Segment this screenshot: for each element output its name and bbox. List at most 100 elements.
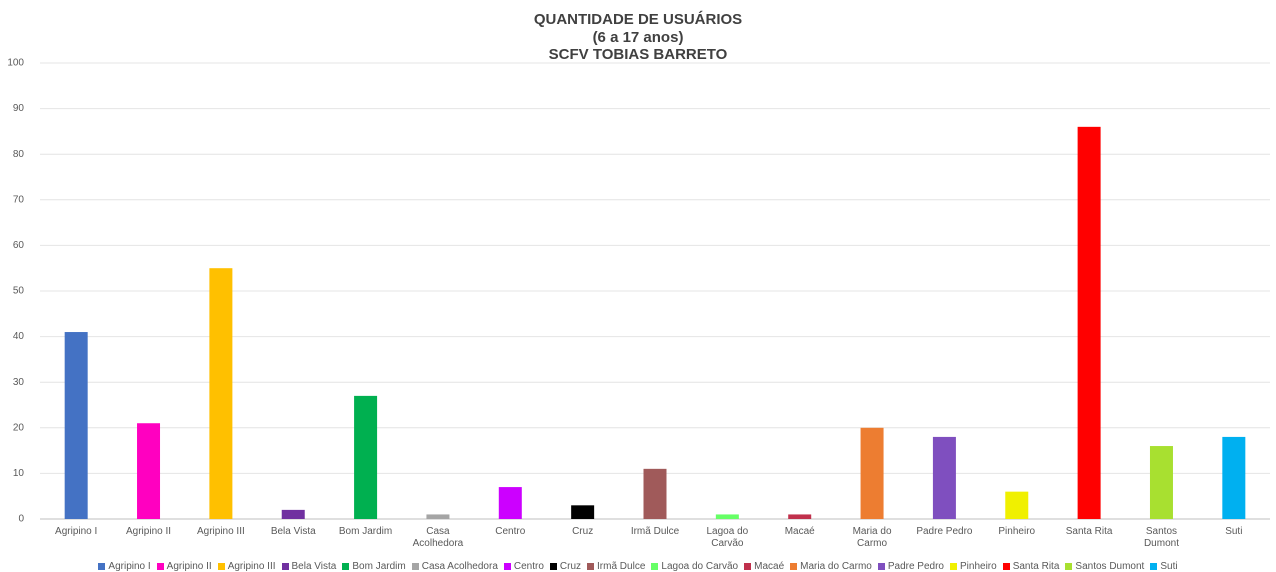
legend-item: Agripino III: [217, 561, 276, 572]
legend-swatch: [503, 563, 511, 570]
legend-label: Pinheiro: [960, 561, 997, 572]
bar: [932, 436, 956, 519]
legend-swatch: [877, 563, 885, 570]
legend-item: Lagoa do Carvão: [651, 561, 738, 572]
chart-title: SCFV TOBIAS BARRETO: [549, 46, 728, 63]
y-tick-label: 80: [13, 149, 25, 160]
legend-item: Santa Rita: [1002, 561, 1060, 572]
legend-swatch: [651, 563, 659, 570]
legend-label: Padre Pedro: [887, 561, 944, 572]
bar: [860, 427, 884, 519]
bar: [715, 514, 739, 519]
chart-title: QUANTIDADE DE USUÁRIOS: [534, 11, 742, 28]
bar: [643, 468, 667, 519]
x-tick-label: Bom Jardim: [338, 526, 393, 537]
legend-swatch: [587, 563, 595, 570]
legend-label: Maria do Carmo: [800, 561, 872, 572]
x-tick-label: Agripino II: [126, 526, 172, 537]
bar: [788, 514, 812, 519]
x-tick-label: Irmã Dulce: [630, 526, 680, 537]
legend-label: Santa Rita: [1012, 561, 1060, 572]
legend-label: Santos Dumont: [1075, 561, 1145, 572]
y-tick-label: 90: [13, 103, 25, 114]
legend-label: Casa Acolhedora: [421, 561, 498, 572]
x-tick-label: Centro: [495, 526, 526, 537]
legend-swatch: [744, 563, 752, 570]
legend-swatch: [950, 563, 957, 570]
x-tick-label: Cruz: [572, 526, 594, 537]
bar: [281, 509, 305, 519]
y-tick-label: 100: [7, 58, 24, 69]
y-tick-label: 0: [18, 514, 24, 525]
legend-label: Cruz: [559, 561, 582, 572]
legend-item: Bela Vista: [281, 561, 337, 572]
legend-swatch: [342, 563, 350, 570]
legend-swatch: [1002, 563, 1010, 570]
legend-label: Agripino III: [227, 561, 276, 572]
legend-item: Padre Pedro: [877, 561, 944, 572]
legend-item: Centro: [503, 561, 544, 572]
legend-item: Suti: [1150, 561, 1178, 572]
bar: [571, 505, 595, 519]
legend-item: Santos Dumont: [1065, 561, 1144, 572]
legend-label: Macaé: [754, 561, 785, 572]
x-tick-label: Pinheiro: [998, 526, 1036, 537]
legend-label: Bom Jardim: [352, 561, 406, 572]
x-tick-label: Maria do Carmo: [852, 526, 892, 549]
legend-swatch: [156, 563, 164, 570]
x-tick-label: Agripino III: [196, 526, 245, 537]
chart-title: (6 a 17 anos): [593, 29, 684, 46]
y-tick-label: 30: [13, 377, 25, 388]
legend-item: Cruz: [549, 561, 582, 572]
bar: [1077, 126, 1101, 519]
x-tick-label: Santa Rita: [1065, 526, 1113, 537]
y-tick-label: 20: [13, 422, 25, 433]
x-tick-label: Casa Acolhedora: [412, 526, 464, 549]
legend-swatch: [217, 563, 225, 570]
legend-swatch: [549, 563, 557, 570]
legend-item: Macaé: [744, 561, 784, 572]
y-tick-label: 50: [13, 286, 25, 297]
bar: [498, 487, 522, 519]
legend-swatch: [1150, 563, 1158, 570]
legend-swatch: [281, 563, 289, 570]
x-tick-label: Padre Pedro: [916, 526, 973, 537]
bar: [426, 514, 450, 519]
legend-item: Agripino II: [156, 561, 212, 572]
legend-label: Lagoa do Carvão: [661, 561, 739, 572]
y-tick-label: 10: [13, 468, 25, 479]
bar: [354, 395, 378, 519]
legend-swatch: [98, 563, 106, 570]
legend-label: Agripino I: [108, 561, 151, 572]
legend-label: Agripino II: [166, 561, 212, 572]
x-tick-label: Santos Dumont: [1143, 526, 1179, 549]
legend-swatch: [411, 563, 419, 570]
legend-item: Maria do Carmo: [790, 561, 872, 572]
legend-item: Bom Jardim: [342, 561, 406, 572]
x-tick-label: Macaé: [784, 526, 815, 537]
legend-swatch: [790, 563, 798, 570]
bar: [1149, 446, 1173, 519]
x-tick-label: Bela Vista: [270, 526, 316, 537]
bar: [209, 268, 233, 519]
bar: [1222, 436, 1246, 519]
bar: [1005, 491, 1029, 519]
bar: [64, 332, 88, 519]
legend-item: Agripino I: [98, 561, 151, 572]
legend-item: Irmã Dulce: [587, 561, 645, 572]
y-tick-label: 40: [13, 331, 25, 342]
x-tick-label: Suti: [1225, 526, 1243, 537]
legend-label: Centro: [513, 561, 544, 572]
bar: [137, 423, 161, 519]
y-tick-label: 60: [13, 240, 25, 251]
y-tick-label: 70: [13, 194, 25, 205]
x-tick-label: Lagoa do Carvão: [706, 526, 749, 549]
legend-swatch: [1065, 563, 1073, 570]
legend-item: Casa Acolhedora: [411, 561, 498, 572]
legend: Agripino I Agripino II Agripino III Bela Vi…: [0, 561, 1276, 572]
legend-item: Pinheiro: [950, 561, 997, 572]
legend-label: Irmã Dulce: [597, 561, 646, 572]
legend-label: Bela Vista: [291, 561, 337, 572]
